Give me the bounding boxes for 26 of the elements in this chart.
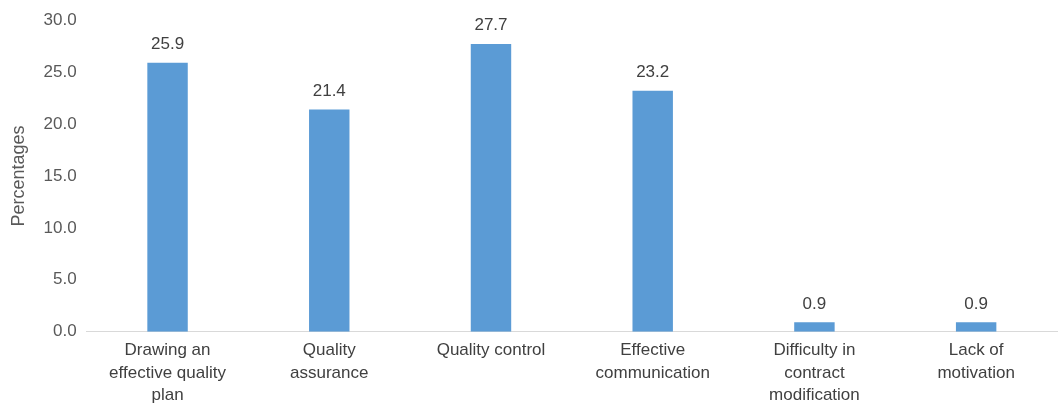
x-tick-label: Drawing an effective quality plan: [109, 340, 227, 404]
data-label: 21.4: [312, 80, 346, 100]
x-tick-label: Quality control: [436, 340, 546, 360]
y-tick-label: 10.0: [43, 217, 77, 237]
data-label: 0.9: [802, 293, 827, 313]
bar: [309, 109, 350, 332]
data-label: 27.7: [474, 15, 508, 35]
data-label: 23.2: [636, 61, 670, 81]
data-label: 25.9: [151, 33, 185, 53]
y-tick-label: 25.0: [43, 61, 77, 81]
bar: [632, 90, 673, 332]
y-axis-title: Percentages: [7, 125, 28, 227]
data-label: 0.9: [964, 293, 988, 313]
y-tick-label: 5.0: [53, 269, 77, 289]
y-tick-label: 30.0: [43, 9, 77, 29]
x-tick-label: Lack of motivation: [937, 340, 1015, 382]
x-tick-label: Quality assurance: [290, 340, 369, 382]
bar: [147, 62, 188, 332]
bar: [794, 322, 835, 332]
bar: [955, 322, 997, 332]
x-tick-label: Difficulty in contract modification: [769, 340, 860, 404]
y-tick-label: 0.0: [53, 321, 77, 341]
y-tick-label: 15.0: [43, 165, 77, 185]
bar: [470, 44, 512, 332]
x-tick-label: Effective communication: [595, 340, 710, 382]
y-tick-label: 20.0: [43, 113, 77, 133]
